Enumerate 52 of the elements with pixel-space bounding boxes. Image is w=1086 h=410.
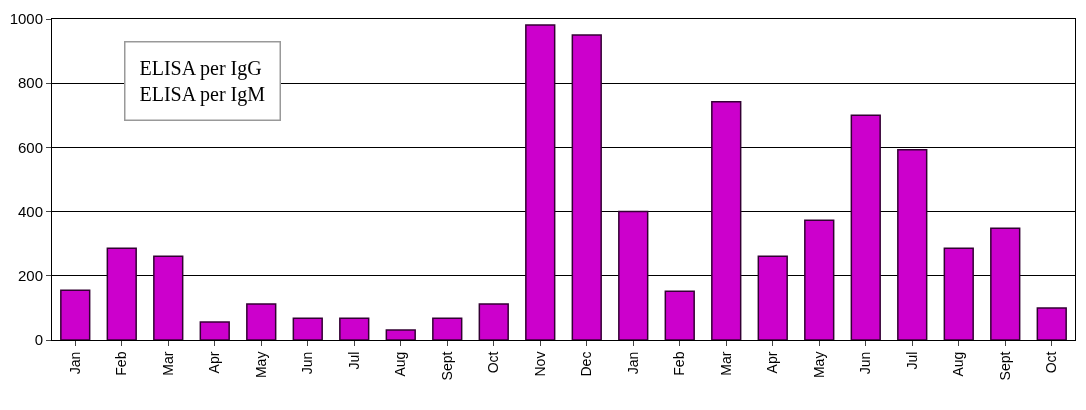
bar	[804, 219, 835, 340]
x-tick-label: Nov	[531, 351, 548, 377]
x-tick-label: Apr	[206, 351, 223, 374]
bar	[571, 34, 602, 340]
x-tick-label: May	[252, 351, 269, 379]
bar	[897, 148, 928, 340]
x-tick-label: Oct	[1043, 351, 1060, 374]
x-tick-label: Jun	[299, 351, 316, 375]
x-tick-label: Sept	[438, 351, 455, 381]
bar	[757, 255, 788, 340]
x-tick-label: Aug	[392, 351, 409, 377]
bar	[339, 317, 370, 340]
y-tick-label: 600	[17, 138, 43, 156]
x-tick-label: Jan	[624, 351, 641, 375]
y-tick-label: 1000	[9, 10, 43, 28]
x-tick-label: Feb	[113, 351, 130, 376]
bar	[850, 114, 881, 340]
bar	[199, 321, 230, 340]
y-tick-label: 400	[17, 202, 43, 220]
bar	[153, 255, 184, 340]
x-tick-label: Jan	[66, 351, 83, 375]
x-tick-label: Jul	[345, 351, 362, 370]
bar	[990, 227, 1021, 340]
bar	[478, 303, 509, 340]
annotation: ELISA per IgM	[139, 82, 266, 106]
x-tick-label: Dec	[578, 351, 595, 377]
bar	[711, 101, 742, 340]
y-tick-label: 200	[17, 267, 43, 285]
x-tick-label: Oct	[485, 351, 502, 374]
x-tick-label: Aug	[950, 351, 967, 377]
y-tick-label: 0	[34, 331, 43, 349]
y-tick-label: 800	[17, 74, 43, 92]
bar	[106, 247, 137, 340]
bar	[1036, 307, 1067, 340]
x-tick-label: Apr	[764, 351, 781, 374]
bar	[432, 317, 463, 340]
x-tick-label: Jul	[903, 351, 920, 370]
bar	[60, 289, 91, 340]
x-tick-label: Sept	[996, 351, 1013, 381]
bar	[385, 329, 416, 340]
bar	[246, 303, 277, 340]
x-tick-label: May	[810, 351, 827, 379]
x-tick-label: Mar	[717, 351, 734, 376]
bar	[943, 247, 974, 340]
x-tick-label: Mar	[159, 351, 176, 376]
bar	[618, 210, 649, 340]
annotation: ELISA per IgG	[139, 56, 262, 80]
bar	[292, 317, 323, 340]
bar	[664, 290, 695, 340]
x-tick-label: Jun	[857, 351, 874, 375]
x-tick-label: Feb	[671, 351, 688, 376]
bar	[525, 24, 556, 340]
